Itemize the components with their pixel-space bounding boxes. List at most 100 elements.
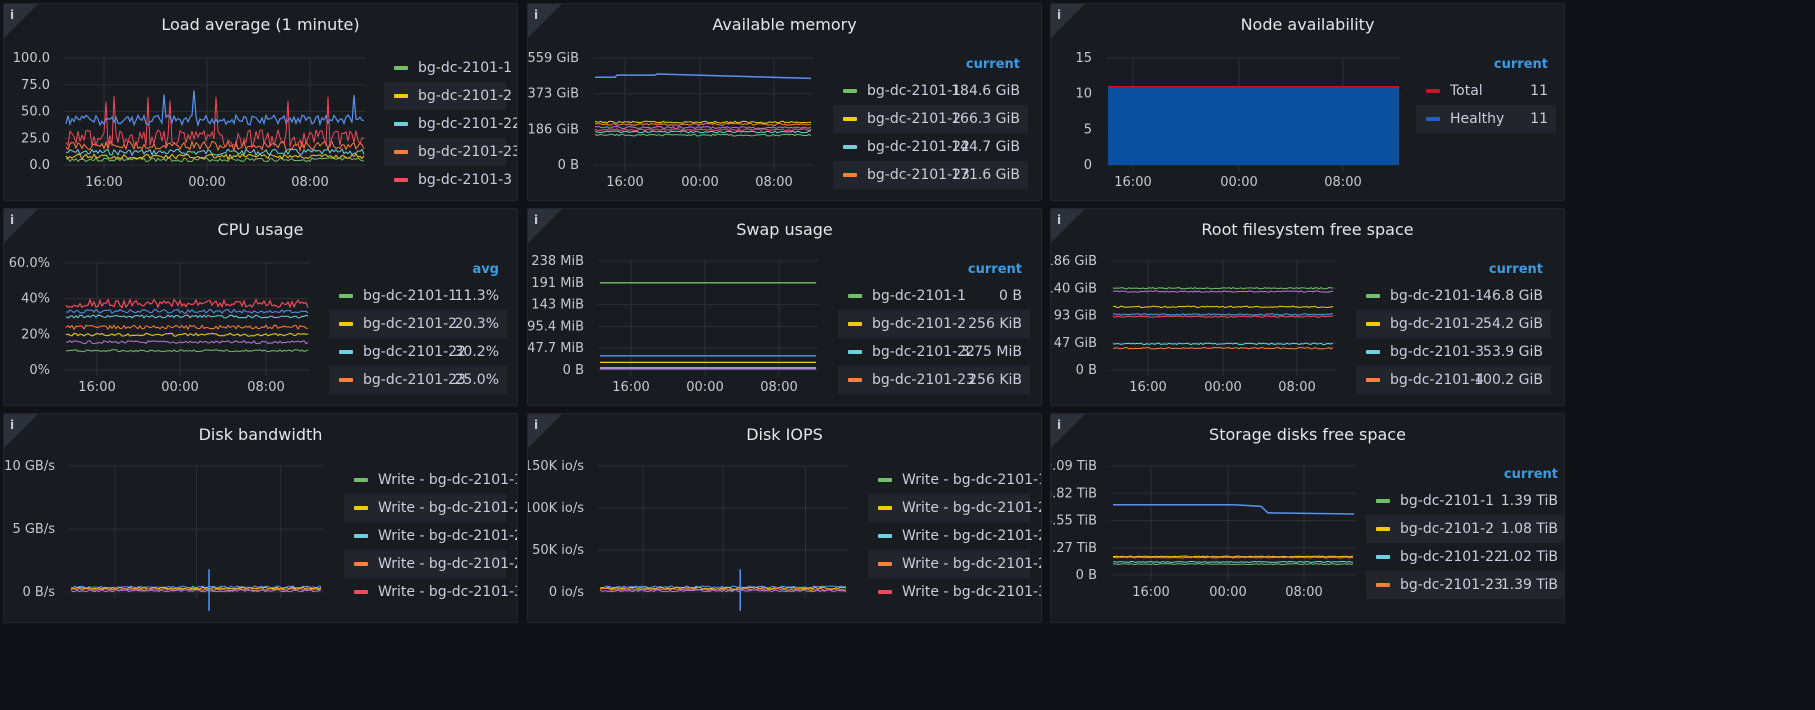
legend-value-header[interactable]: current — [965, 57, 1020, 72]
graph-area[interactable]: 9.09 TiB 6.82 TiB 4.55 TiB 2.27 TiB 0 B 16:00… — [1051, 414, 1565, 623]
legend-item[interactable]: bg-dc-2101-23 — [384, 138, 517, 166]
graph-area[interactable]: 238 MiB 191 MiB 143 MiB 95.4 MiB 47.7 MiB 0 B… — [528, 209, 1042, 406]
series-line — [599, 589, 847, 593]
legend-item[interactable]: bg-dc-2101-2 20.3% — [329, 310, 507, 338]
panel-title[interactable]: Disk IOPS — [746, 425, 823, 444]
series-line — [1113, 556, 1353, 559]
legend-label: bg-dc-2101-2 — [363, 316, 458, 332]
panel-title[interactable]: CPU usage — [217, 220, 304, 239]
panel-title[interactable]: Root filesystem free space — [1201, 220, 1414, 239]
info-icon[interactable]: i — [10, 418, 15, 432]
series-line — [594, 120, 812, 124]
series-line — [600, 587, 847, 592]
info-icon[interactable]: i — [534, 418, 539, 432]
legend: current bg-dc-2101-1 184.6 GiB bg-dc-2101-2… — [833, 57, 1028, 189]
legend-item[interactable]: bg-dc-2101-1 1.39 TiB — [1366, 487, 1564, 515]
panel-info-corner[interactable] — [4, 209, 38, 243]
legend-item[interactable]: Write - bg-dc-2101-1 — [344, 466, 517, 494]
legend-label: bg-dc-2101-4 — [1390, 372, 1485, 388]
legend-value-header[interactable]: current — [967, 262, 1022, 277]
info-icon[interactable]: i — [1057, 418, 1062, 432]
y-tick-label: 6.82 TiB — [1050, 486, 1097, 501]
legend-item[interactable]: bg-dc-2101-3 53.9 GiB — [1356, 338, 1551, 366]
panel-title[interactable]: Storage disks free space — [1209, 425, 1406, 444]
legend-item[interactable]: Write - bg-dc-2101-3 — [868, 578, 1041, 606]
legend-item[interactable]: bg-dc-2101-23 256 KiB — [838, 366, 1030, 394]
panel-title[interactable]: Disk bandwidth — [198, 425, 323, 444]
legend-item[interactable]: bg-dc-2101-23 171.6 GiB — [833, 161, 1028, 189]
panel-title[interactable]: Available memory — [712, 15, 857, 34]
graph-area[interactable]: 559 GiB 373 GiB 186 GiB 0 B 16:00 00:00 08:00 — [528, 4, 1042, 201]
legend-item[interactable]: Write - bg-dc-2101-3 — [344, 578, 517, 606]
legend-value-header[interactable]: avg — [472, 262, 499, 277]
legend-value-header[interactable]: current — [1488, 262, 1543, 277]
legend-item[interactable]: Write - bg-dc-2101-2 — [868, 494, 1041, 522]
legend-item[interactable]: bg-dc-2101-1 11.3% — [329, 282, 507, 310]
panel-title[interactable]: Node availability — [1240, 15, 1375, 34]
series-line — [65, 298, 309, 309]
legend-label: Total — [1450, 83, 1483, 99]
legend-item[interactable]: bg-dc-2101-22 3.75 MiB — [838, 338, 1030, 366]
legend-value: 1.02 TiB — [1500, 549, 1558, 565]
legend-item[interactable]: Write - bg-dc-2101-23 — [344, 550, 517, 578]
info-icon[interactable]: i — [1057, 8, 1062, 22]
series-line — [595, 73, 812, 80]
info-icon[interactable]: i — [1057, 213, 1062, 227]
legend-item[interactable]: Write - bg-dc-2101-22 — [344, 522, 517, 550]
legend-value: 25.0% — [454, 372, 499, 388]
panel-info-corner[interactable] — [528, 209, 562, 243]
panel-info-corner[interactable] — [528, 4, 562, 38]
legend-item[interactable]: bg-dc-2101-22 30.2% — [329, 338, 507, 366]
legend-item[interactable]: bg-dc-2101-23 25.0% — [329, 366, 507, 394]
panel-info-corner[interactable] — [1051, 414, 1085, 448]
series-line — [65, 156, 365, 163]
legend-item[interactable]: bg-dc-2101-1 184.6 GiB — [833, 77, 1028, 105]
legend-item[interactable]: bg-dc-2101-1 — [384, 54, 512, 82]
legend-item[interactable]: bg-dc-2101-1 0 B — [838, 282, 1030, 310]
panel-info-corner[interactable] — [1051, 209, 1085, 243]
legend-item[interactable]: Write - bg-dc-2101-2 — [344, 494, 517, 522]
legend-item[interactable]: bg-dc-2101-22 — [384, 110, 517, 138]
graph-area[interactable]: 186 GiB 140 GiB 93 GiB 47 GiB 0 B 16:00 00:00 0… — [1051, 209, 1565, 406]
panel-title[interactable]: Load average (1 minute) — [161, 15, 360, 34]
graph-area[interactable]: 150K io/s 100K io/s 50K io/s 0 io/s — [528, 414, 1042, 623]
legend-item[interactable]: bg-dc-2101-22 1.02 TiB — [1366, 543, 1564, 571]
legend-value-header[interactable]: current — [1493, 57, 1548, 72]
legend-color-swatch — [848, 378, 862, 382]
legend-item[interactable]: bg-dc-2101-2 256 KiB — [838, 310, 1030, 338]
legend-color-swatch — [354, 534, 368, 538]
graph-area[interactable]: 100.0 75.0 50.0 25.0 0.0 16:00 00:00 08:00 — [4, 4, 518, 201]
graph-area[interactable]: 15 10 5 0 16:00 00:00 08:00 — [1051, 4, 1565, 201]
panel-info-corner[interactable] — [1051, 4, 1085, 38]
legend-item[interactable]: bg-dc-2101-1 46.8 GiB — [1356, 282, 1551, 310]
y-tick-label: 95.4 MiB — [527, 319, 584, 334]
legend-item[interactable]: bg-dc-2101-3 — [384, 166, 512, 194]
legend-value-header[interactable]: current — [1503, 467, 1558, 482]
panel-info-corner[interactable] — [528, 414, 562, 448]
legend-item[interactable]: Healthy 11 — [1416, 105, 1556, 133]
legend-item[interactable]: bg-dc-2101-23 1.39 TiB — [1366, 571, 1564, 599]
legend-item[interactable]: bg-dc-2101-4 100.2 GiB — [1356, 366, 1551, 394]
info-icon[interactable]: i — [534, 213, 539, 227]
legend-item[interactable]: Write - bg-dc-2101-1 — [868, 466, 1041, 494]
x-tick-label: 16:00 — [1132, 585, 1169, 600]
legend-item[interactable]: bg-dc-2101-22 144.7 GiB — [833, 133, 1028, 161]
legend-item[interactable]: bg-dc-2101-2 166.3 GiB — [833, 105, 1028, 133]
legend-item[interactable]: Write - bg-dc-2101-22 — [868, 522, 1041, 550]
legend-item[interactable]: Write - bg-dc-2101-23 — [868, 550, 1041, 578]
graph-area[interactable]: 60.0% 40% 20% 0% 16:00 00:00 08:00 — [4, 209, 518, 406]
legend-item[interactable]: bg-dc-2101-2 54.2 GiB — [1356, 310, 1551, 338]
legend-item[interactable]: bg-dc-2101-2 — [384, 82, 512, 110]
graph-area[interactable]: 10 GB/s 5 GB/s 0 B/s — [4, 414, 518, 623]
panel-info-corner[interactable] — [4, 4, 38, 38]
y-tick-label: 93 GiB — [1054, 309, 1097, 324]
panel-info-corner[interactable] — [4, 414, 38, 448]
series-line — [594, 122, 812, 126]
legend-item[interactable]: bg-dc-2101-2 1.08 TiB — [1366, 515, 1564, 543]
legend-item[interactable]: Total 11 — [1416, 77, 1556, 105]
y-tick-label: 186 GiB — [527, 122, 579, 137]
panel-title[interactable]: Swap usage — [736, 220, 833, 239]
info-icon[interactable]: i — [10, 8, 15, 22]
info-icon[interactable]: i — [10, 213, 15, 227]
info-icon[interactable]: i — [534, 8, 539, 22]
